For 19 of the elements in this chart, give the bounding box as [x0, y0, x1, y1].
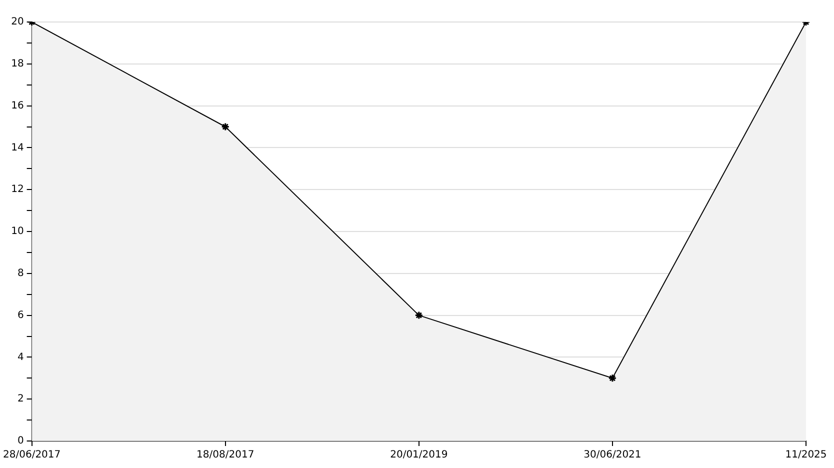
y-tick-label: 12	[11, 184, 24, 196]
x-tick-label: 11/2025	[785, 450, 827, 461]
y-tick-label: 4	[17, 352, 24, 363]
y-tick-label: 10	[11, 226, 24, 238]
y-tick-label: 6	[17, 310, 24, 321]
x-tick-label: 28/06/2017	[3, 450, 61, 461]
y-tick-label: 20	[11, 16, 24, 28]
point	[608, 374, 617, 382]
y-tick-label: 16	[11, 100, 24, 112]
point	[414, 311, 424, 320]
y-tick-label: 18	[11, 58, 24, 70]
y-tick-label: 14	[11, 142, 24, 154]
y-tick-label: 8	[17, 268, 24, 279]
y-tick-label: 0	[17, 436, 24, 447]
point	[221, 122, 230, 131]
x-tick-label: 20/01/2019	[390, 450, 448, 461]
x-tick-label: 18/08/2017	[196, 450, 254, 461]
x-tick-label: 30/06/2021	[584, 450, 642, 461]
y-tick-label: 2	[17, 394, 24, 405]
